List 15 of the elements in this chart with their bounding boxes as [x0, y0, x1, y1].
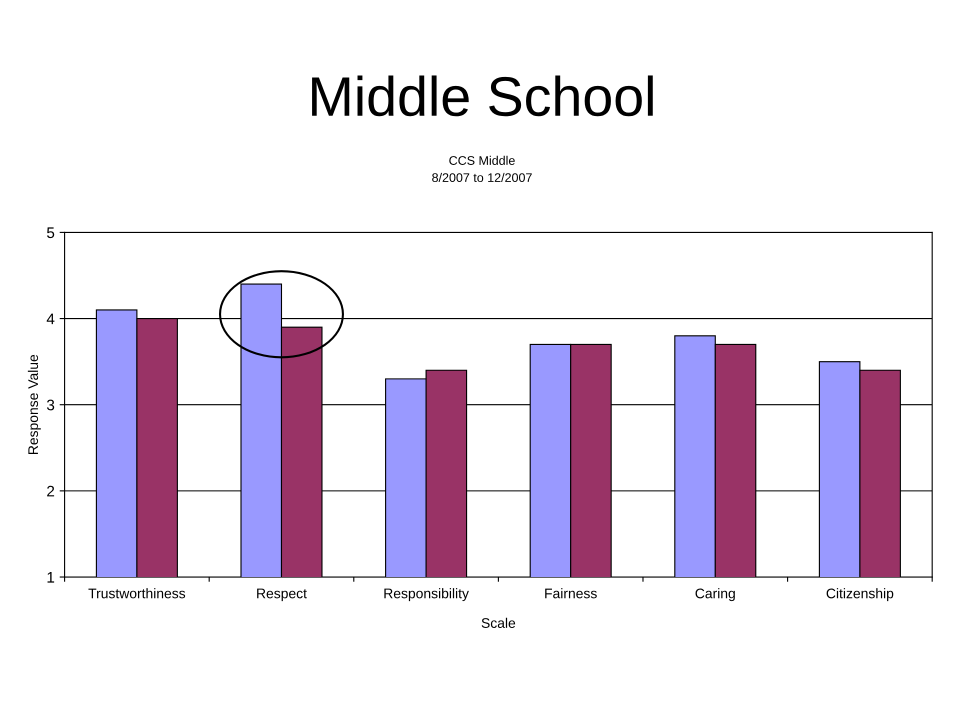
x-tick-label: Trustworthiness: [88, 588, 186, 598]
y-tick-label: 5: [46, 227, 54, 238]
x-tick-label: Respect: [257, 588, 307, 602]
y-tick-label: 4: [46, 314, 54, 324]
y-tick-label: 3: [46, 400, 54, 410]
x-axis-title: Scale: [482, 618, 516, 628]
y-tick-label: 2: [47, 486, 54, 496]
x-tick-label: Caring: [696, 588, 735, 602]
x-tick-label: Citizenship: [826, 588, 894, 602]
x-tick-label: Responsibility: [384, 588, 469, 602]
y-axis-title: Response Value: [28, 354, 41, 454]
chart-title: Middle School: [312, 75, 653, 116]
chart-subtitle: CCS Middle 8/2007 to 12/2007: [432, 156, 532, 182]
x-tick-label: Fairness: [545, 588, 597, 598]
y-tick-label: 1: [48, 572, 54, 583]
